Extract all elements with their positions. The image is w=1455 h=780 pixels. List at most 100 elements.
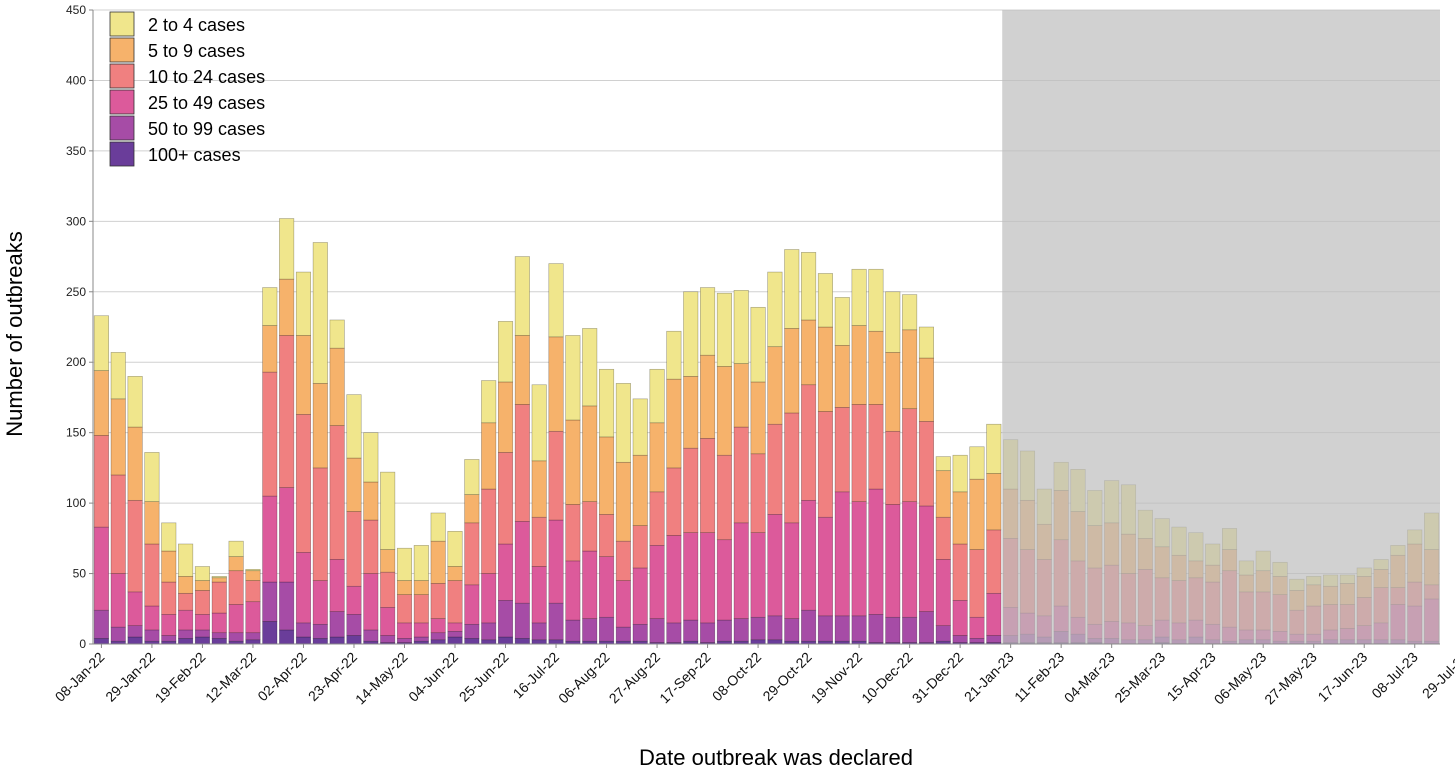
bar-segment bbox=[902, 616, 918, 643]
bar-segment bbox=[598, 436, 615, 515]
bar-segment bbox=[817, 516, 833, 617]
bar-segment bbox=[683, 447, 699, 533]
legend-swatch bbox=[109, 11, 135, 37]
bar-segment bbox=[986, 423, 1002, 474]
x-tick-label: 08-Oct-22 bbox=[709, 649, 764, 704]
y-tick-label: 250 bbox=[66, 285, 86, 299]
bar-segment bbox=[632, 454, 648, 526]
bar-segment bbox=[565, 335, 581, 421]
bar-segment bbox=[497, 543, 514, 601]
bar-segment bbox=[295, 414, 312, 553]
bar-segment bbox=[396, 594, 413, 624]
x-tick-label: 04-Jun-22 bbox=[405, 649, 461, 705]
bar-segment bbox=[767, 271, 783, 348]
bar-segment bbox=[110, 626, 126, 642]
bar-segment bbox=[144, 452, 160, 503]
bar-segment bbox=[110, 474, 126, 574]
bar-segment bbox=[228, 540, 244, 557]
bar-segment bbox=[346, 585, 362, 615]
bar-segment bbox=[649, 618, 665, 643]
bar-segment bbox=[279, 581, 295, 631]
bar-segment bbox=[279, 278, 295, 336]
bar-segment bbox=[363, 519, 379, 574]
bar-segment bbox=[767, 423, 783, 515]
bar-segment bbox=[666, 467, 682, 536]
bar-segment bbox=[615, 383, 631, 463]
bar-segment bbox=[245, 580, 261, 603]
bar-segment bbox=[868, 614, 884, 643]
bar-segment bbox=[127, 625, 143, 638]
bar-segment bbox=[666, 330, 682, 380]
bar-segment bbox=[413, 580, 429, 595]
bar-segment bbox=[817, 273, 833, 328]
bar-segment bbox=[582, 618, 598, 642]
bar-segment bbox=[211, 612, 227, 634]
x-tick-label: 29-Jan-22 bbox=[102, 649, 158, 705]
bar-segment bbox=[481, 422, 497, 490]
bar-segment bbox=[969, 446, 985, 480]
bar-segment bbox=[312, 623, 328, 639]
bar-segment bbox=[245, 632, 261, 641]
legend-swatch bbox=[109, 115, 135, 141]
bar-segment bbox=[363, 573, 379, 631]
bar-segment bbox=[279, 218, 295, 280]
bar-segment bbox=[93, 435, 109, 528]
bar-segment bbox=[363, 432, 379, 483]
bar-segment bbox=[396, 622, 413, 639]
bar-segment bbox=[666, 622, 682, 643]
bar-segment bbox=[396, 580, 413, 595]
bar-segment bbox=[161, 581, 177, 615]
x-tick-label: 11-Feb-23 bbox=[1011, 649, 1067, 705]
bar-segment bbox=[464, 623, 480, 639]
bar-segment bbox=[649, 422, 665, 493]
bar-segment bbox=[902, 408, 918, 503]
bar-segment bbox=[312, 242, 328, 384]
bar-segment bbox=[93, 315, 109, 371]
bar-segment bbox=[329, 319, 345, 349]
bar-segment bbox=[262, 581, 278, 622]
bar-segment bbox=[262, 287, 278, 326]
bar-segment bbox=[178, 592, 194, 611]
bar-segment bbox=[885, 616, 901, 643]
bar-segment bbox=[279, 335, 295, 488]
bar-segment bbox=[110, 352, 126, 400]
bar-segment bbox=[346, 511, 362, 587]
bar-segment bbox=[598, 514, 615, 557]
bar-segment bbox=[700, 622, 716, 643]
bar-segment bbox=[902, 329, 918, 410]
x-tick-label: 29-Jul-23 bbox=[1419, 649, 1455, 702]
bar-segment bbox=[582, 405, 598, 502]
bar-segment bbox=[582, 550, 598, 619]
bar-segment bbox=[615, 461, 631, 542]
bar-segment bbox=[144, 543, 160, 607]
bar-segment bbox=[565, 560, 581, 621]
bar-segment bbox=[161, 614, 177, 636]
y-tick-label: 200 bbox=[66, 355, 86, 369]
bar-segment bbox=[194, 629, 210, 638]
bar-segment bbox=[380, 607, 396, 636]
bar-segment bbox=[447, 622, 463, 632]
bar-segment bbox=[262, 325, 278, 373]
bar-segment bbox=[851, 268, 867, 326]
bar-segment bbox=[868, 268, 884, 332]
legend-label: 50 to 99 cases bbox=[148, 119, 265, 139]
bar-segment bbox=[481, 573, 497, 624]
bar-segment bbox=[683, 619, 699, 642]
bar-segment bbox=[582, 501, 598, 552]
bar-segment bbox=[548, 639, 564, 645]
bar-segment bbox=[329, 559, 345, 612]
bar-segment bbox=[312, 638, 328, 645]
bar-segment bbox=[834, 345, 850, 408]
bar-segment bbox=[733, 363, 749, 428]
x-tick-label: 17-Jun-23 bbox=[1314, 649, 1370, 705]
bar-segment bbox=[834, 491, 850, 617]
bar-segment bbox=[632, 525, 648, 569]
y-tick-label: 150 bbox=[66, 426, 86, 440]
bar-segment bbox=[969, 478, 985, 550]
bar-segment bbox=[363, 481, 379, 521]
bar-segment bbox=[683, 291, 699, 377]
bar-segment bbox=[531, 639, 547, 645]
bar-segment bbox=[952, 543, 968, 601]
legend-label: 5 to 9 cases bbox=[148, 41, 245, 61]
bar-segment bbox=[986, 635, 1002, 643]
